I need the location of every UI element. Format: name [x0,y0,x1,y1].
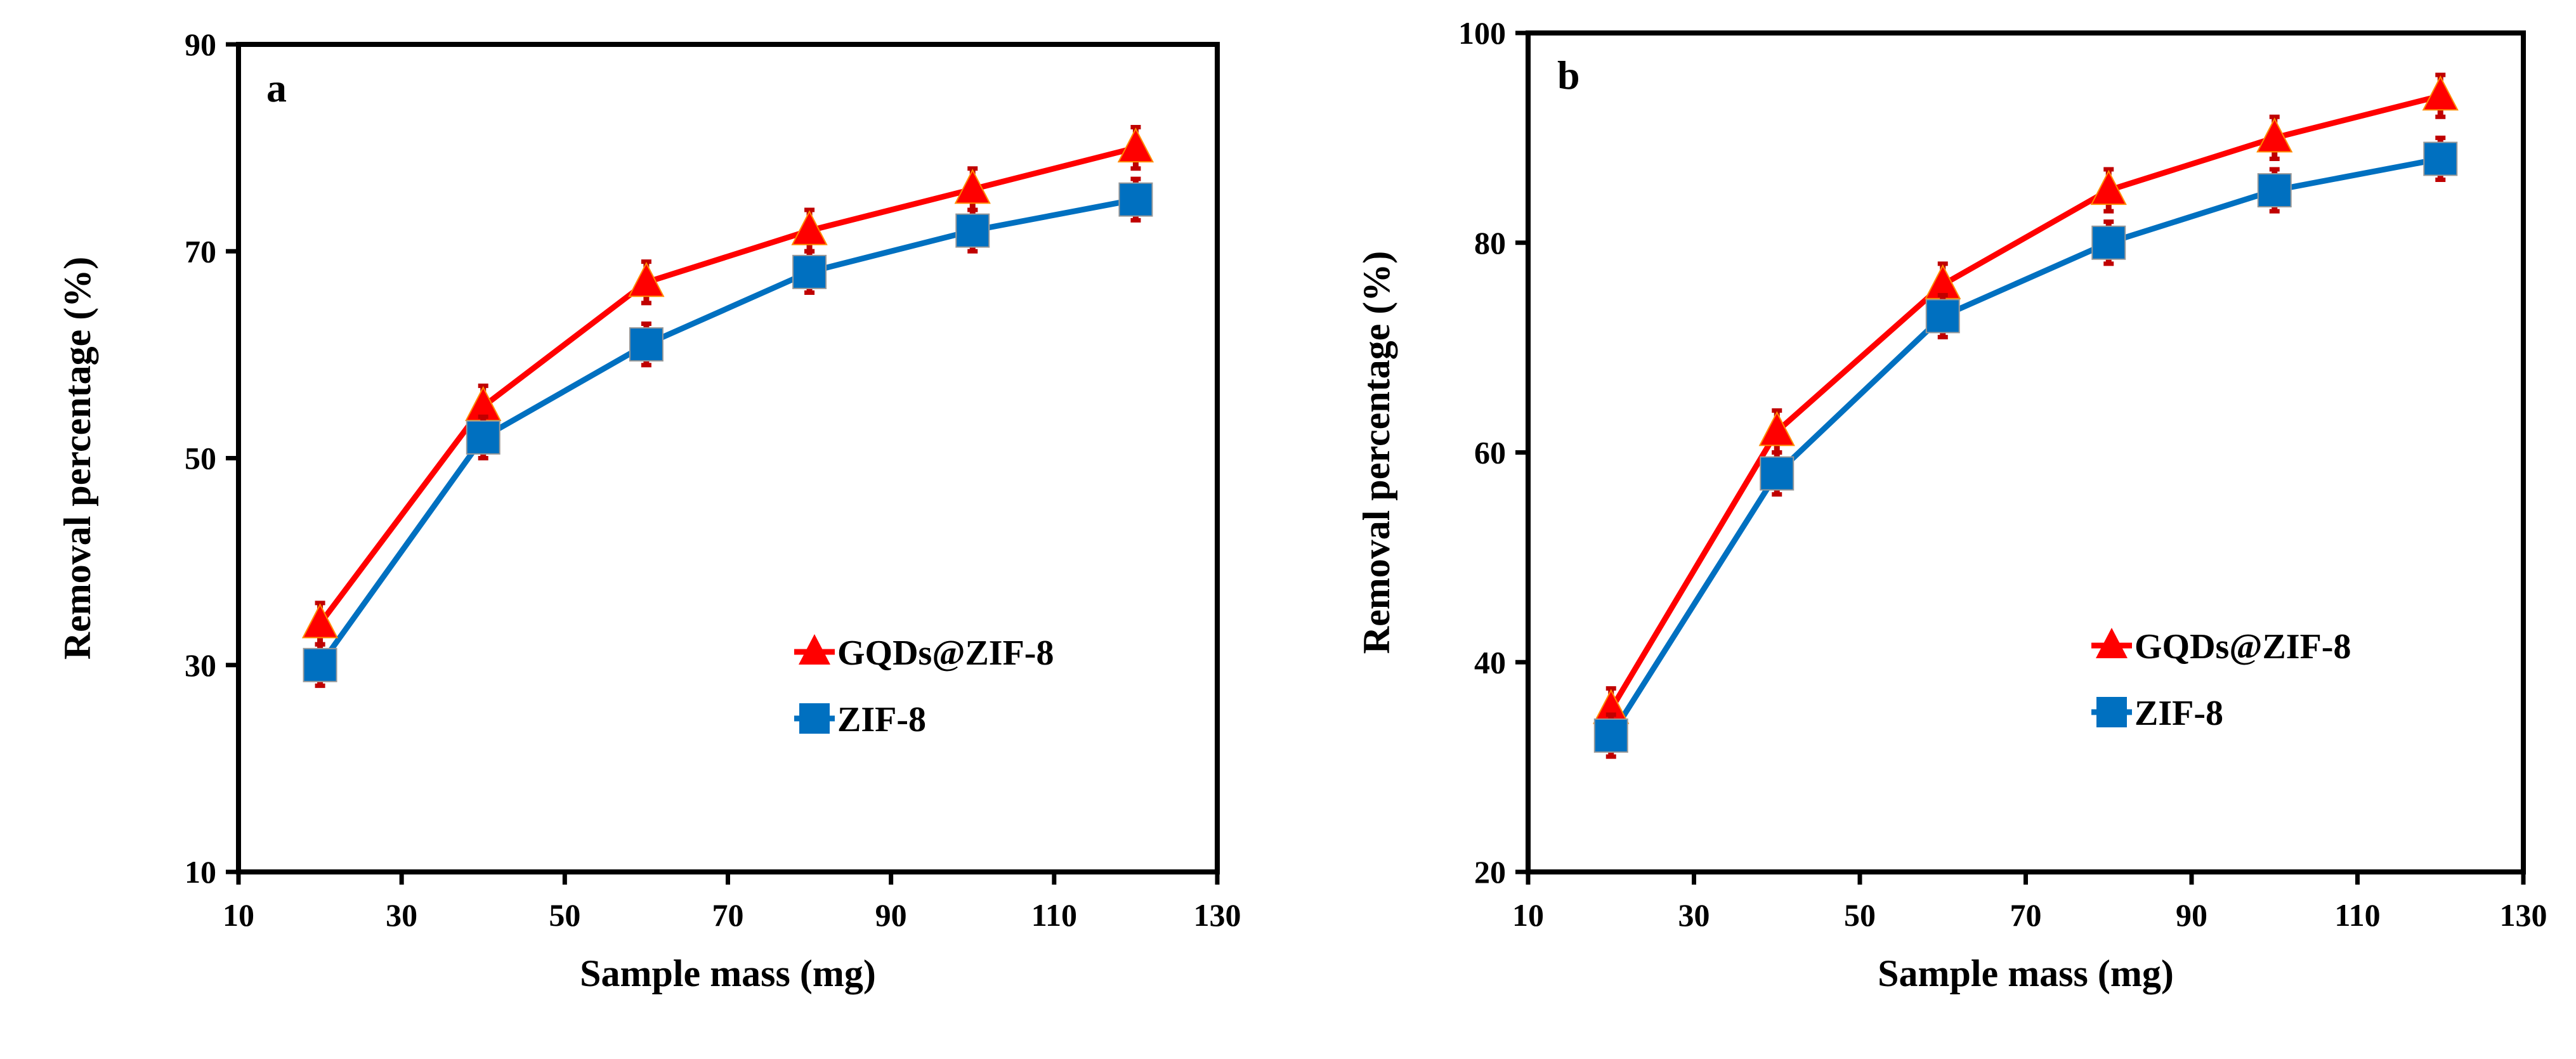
plot-frame [1526,30,2526,874]
data-point-triangle [301,603,339,639]
data-point-triangle [2422,75,2459,111]
y-tick-label: 100 [1458,15,1506,51]
legend-label: ZIF-8 [837,700,926,739]
data-point-triangle [954,169,991,204]
x-tick-label: 30 [386,897,417,933]
data-point-square [792,254,827,289]
x-axis-title: Sample mass (mg) [1878,952,2174,994]
data-point-triangle [1758,411,1795,446]
y-tick-label: 30 [185,647,216,683]
series-line-gqds-zif-8 [1608,93,2442,711]
panel-label: b [1557,53,1580,98]
legend-entry: GQDs@ZIF-8 [2091,627,2351,666]
plot-frame [236,42,1220,874]
data-point-triangle [628,262,665,297]
y-tick-label: 20 [1474,854,1506,890]
legend-label: ZIF-8 [2135,694,2223,733]
data-point-square [2257,173,2292,208]
x-tick-label: 30 [1678,897,1710,933]
chart-panel-a: 10 30 50 70 90 110 130 10 30 50 70 90 Sample mass (m… [56,27,1241,994]
legend-entry: ZIF-8 [2091,694,2223,733]
y-tick-label: 10 [185,854,216,890]
y-tick-label: 60 [1474,435,1506,471]
legend-label: GQDs@ZIF-8 [837,633,1054,673]
panel-label: a [266,65,287,110]
x-tick-label: 10 [1512,897,1544,933]
data-point-square [2423,141,2458,176]
data-point-square [2091,225,2126,260]
data-point-square [955,213,990,248]
chart-panel-b: 10 30 50 70 90 110 130 20 40 60 80 100 Sample mass (… [1356,15,2547,994]
data-point-triangle [1117,127,1154,163]
data-point-square [1925,299,1960,334]
legend-triangle-marker [799,634,830,665]
data-point-square [629,327,664,362]
y-tick-label: 80 [1474,225,1506,261]
series-line-gqds-zif-8 [317,145,1137,626]
y-tick-label: 50 [185,441,216,476]
legend-triangle-marker [2096,628,2128,658]
x-tick-label: 70 [2010,897,2042,933]
legend-label: GQDs@ZIF-8 [2135,627,2351,666]
x-tick-label: 130 [1194,897,1241,933]
y-axis-title: Removal percentage (%) [56,257,98,659]
x-axis-title: Sample mass (mg) [580,952,876,994]
x-tick-label: 90 [875,897,907,933]
series-line-zif-8 [1608,156,2442,737]
legend-square-marker [2096,697,2127,727]
x-tick-label: 70 [712,897,744,933]
data-point-square [303,647,337,682]
x-tick-label: 50 [1844,897,1876,933]
data-point-square [466,420,500,455]
data-point-square [1760,456,1795,491]
y-tick-label: 90 [185,27,216,62]
data-point-triangle [2256,117,2293,153]
data-point-square [1593,718,1628,753]
series-line-zif-8 [317,197,1137,667]
y-tick-label: 40 [1474,644,1506,680]
x-tick-label: 110 [1031,897,1077,933]
legend-entry: ZIF-8 [794,700,926,739]
y-axis-title: Removal percentage (%) [1356,251,1397,654]
data-point-triangle [2090,169,2127,205]
x-tick-label: 10 [223,897,254,933]
x-tick-label: 90 [2176,897,2207,933]
y-tick-label: 70 [185,233,216,269]
x-tick-label: 50 [549,897,580,933]
x-tick-label: 110 [2334,897,2380,933]
data-point-square [1118,182,1153,217]
legend-entry: GQDs@ZIF-8 [794,633,1054,673]
data-point-triangle [791,210,828,245]
x-tick-label: 130 [2500,897,2547,933]
legend-square-marker [799,703,830,734]
